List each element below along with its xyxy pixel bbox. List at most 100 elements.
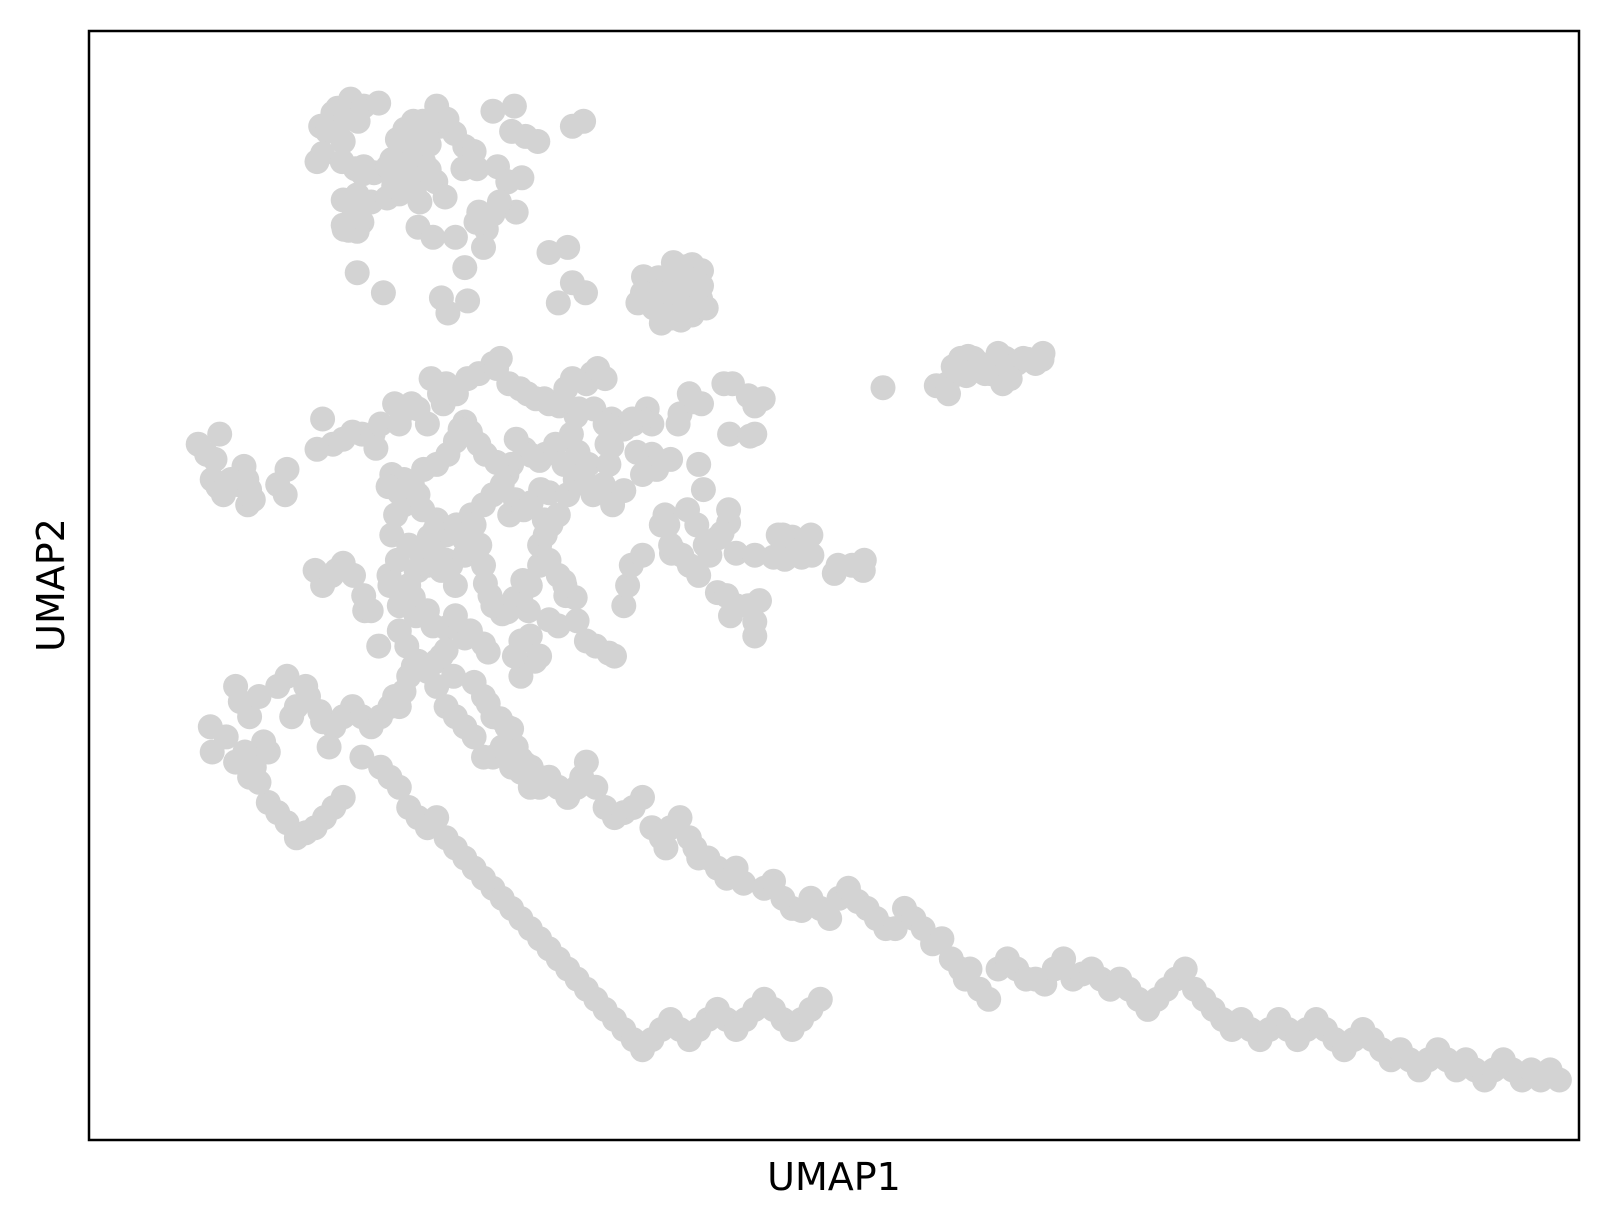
- scatter-point: [471, 234, 496, 260]
- scatter-point: [596, 451, 622, 477]
- scatter-point: [366, 90, 392, 116]
- scatter-point: [742, 393, 768, 419]
- scatter-point: [223, 749, 249, 775]
- scatter-point: [341, 562, 366, 588]
- scatter-point: [791, 527, 817, 553]
- scatter-point: [1546, 1067, 1572, 1093]
- scatter-point: [428, 285, 454, 311]
- scatter-point: [240, 487, 266, 513]
- scatter-point: [536, 607, 562, 633]
- scatter-point: [611, 593, 637, 619]
- scatter-point: [882, 916, 908, 942]
- scatter-point: [432, 184, 458, 210]
- scatter-point: [464, 156, 490, 182]
- scatter-point: [246, 684, 272, 709]
- scatter-point: [747, 588, 772, 614]
- scatter-point: [527, 774, 553, 800]
- scatter-point: [213, 472, 239, 498]
- scatter-point: [274, 663, 300, 689]
- scatter-point: [433, 637, 459, 663]
- scatter-point: [487, 345, 513, 371]
- scatter-point: [615, 573, 641, 598]
- scatter-point: [442, 603, 468, 629]
- scatter-point: [545, 502, 571, 528]
- scatter-point: [471, 552, 496, 578]
- scatter-point: [536, 240, 562, 265]
- scatter-point: [525, 129, 551, 154]
- scatter-point: [424, 673, 450, 699]
- scatter-point: [817, 906, 843, 931]
- scatter-point: [330, 212, 356, 238]
- scatter-point: [625, 290, 651, 316]
- scatter-point: [366, 633, 392, 659]
- scatter-point: [461, 512, 487, 538]
- scatter-point: [976, 986, 1002, 1012]
- scatter-point: [689, 391, 714, 417]
- scatter-point: [590, 472, 616, 498]
- scatter-point: [501, 93, 527, 119]
- scatter-point: [255, 790, 281, 815]
- scatter-point: [480, 201, 506, 227]
- scatter-point: [414, 411, 440, 437]
- scatter-point: [953, 363, 979, 389]
- x-axis-label: UMAP1: [767, 1155, 901, 1199]
- scatter-point: [381, 173, 407, 199]
- scatter-point: [571, 108, 597, 134]
- scatter-point: [350, 161, 376, 187]
- scatter-point: [517, 573, 543, 598]
- scatter-point: [611, 478, 637, 504]
- scatter-point: [503, 426, 529, 452]
- scatter-point: [461, 724, 487, 750]
- scatter-point: [870, 375, 896, 401]
- scatter-point: [552, 573, 578, 598]
- scatter-point: [349, 744, 375, 770]
- scatter-point: [807, 986, 833, 1012]
- scatter-point: [251, 729, 277, 755]
- scatter-point: [624, 439, 650, 465]
- scatter-point: [689, 273, 714, 299]
- scatter-point: [202, 446, 228, 472]
- scatter-point: [368, 411, 394, 437]
- points-layer: [185, 86, 1572, 1093]
- scatter-point: [770, 522, 796, 548]
- scatter-point: [467, 532, 493, 558]
- scatter-point: [723, 540, 749, 566]
- scatter-point: [410, 108, 436, 134]
- scatter-point: [630, 784, 655, 810]
- scatter-point: [1051, 946, 1077, 972]
- scatter-point: [929, 926, 955, 952]
- scatter-point: [583, 774, 609, 800]
- scatter-point: [564, 608, 590, 634]
- plot-frame: [87, 29, 1581, 1142]
- scatter-point: [653, 835, 679, 861]
- scatter-point: [630, 462, 655, 487]
- scatter-point: [669, 258, 695, 284]
- scatter-point: [213, 724, 239, 750]
- scatter-point: [692, 532, 718, 558]
- scatter-point: [386, 774, 412, 800]
- scatter-point: [1172, 956, 1198, 982]
- scatter-point: [619, 406, 645, 432]
- scatter-point: [330, 129, 356, 154]
- scatter-point: [592, 411, 618, 437]
- y-axis-label: UMAP2: [29, 518, 73, 652]
- scatter-point: [742, 542, 768, 568]
- scatter-point: [430, 108, 456, 134]
- scatter-point: [545, 290, 571, 316]
- scatter-point: [655, 512, 681, 538]
- scatter-point: [442, 224, 468, 250]
- scatter-point: [420, 224, 446, 250]
- scatter-point: [532, 522, 558, 548]
- scatter-point: [442, 573, 468, 598]
- scatter-point: [480, 98, 506, 124]
- scatter-point: [237, 704, 263, 730]
- scatter-point: [737, 423, 763, 449]
- scatter-point: [344, 260, 370, 286]
- scatter-point: [658, 446, 684, 472]
- scatter-point: [407, 189, 433, 215]
- scatter-point: [630, 542, 655, 568]
- scatter-point: [207, 421, 233, 447]
- scatter-point: [310, 406, 336, 432]
- scatter-point: [972, 361, 998, 387]
